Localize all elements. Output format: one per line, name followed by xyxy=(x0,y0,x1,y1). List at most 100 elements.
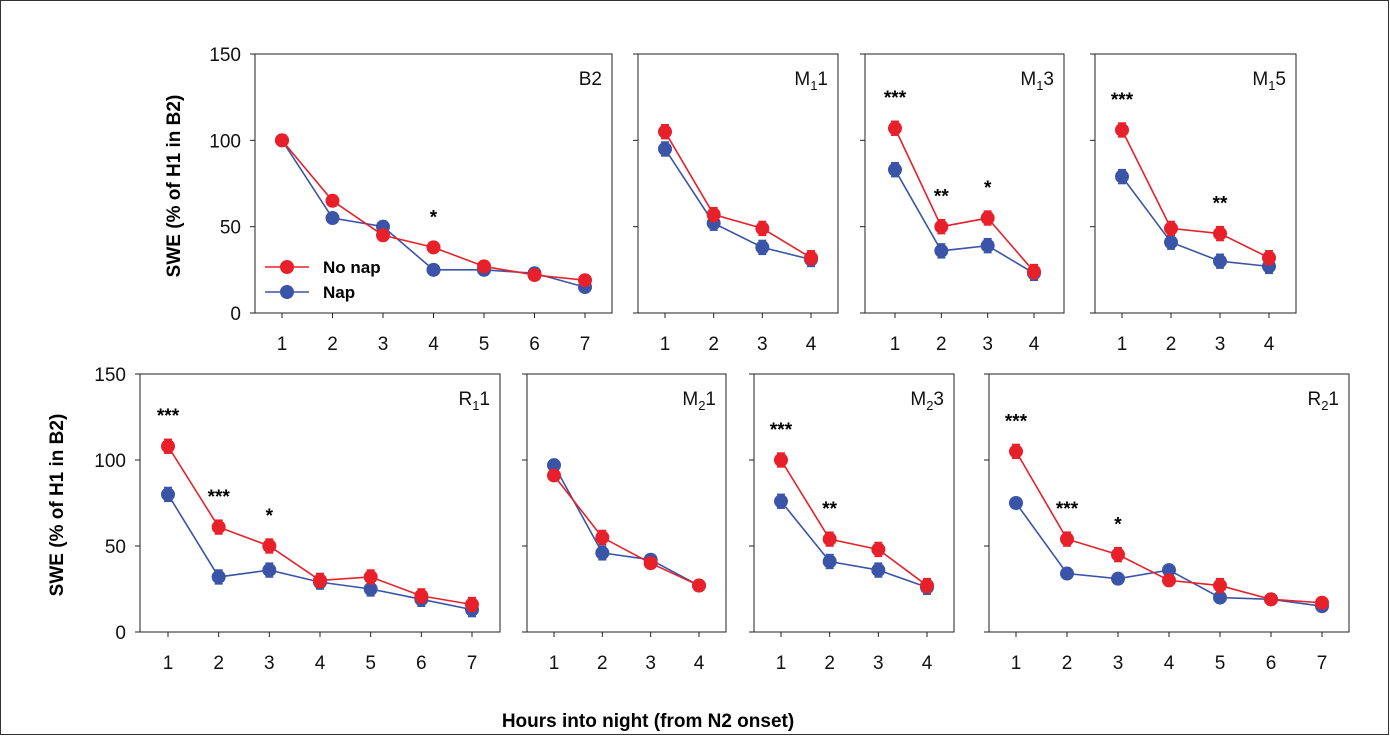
panel-label: M23 xyxy=(910,389,944,413)
data-point-no-nap xyxy=(1164,221,1178,236)
data-point-nap xyxy=(547,458,561,473)
data-point-nap xyxy=(262,563,277,578)
data-point-no-nap xyxy=(1262,250,1276,265)
data-point-nap xyxy=(1213,254,1227,269)
data-point-nap xyxy=(1162,563,1176,578)
panel-frame xyxy=(1094,53,1297,314)
x-tick-label: 7 xyxy=(580,334,591,355)
panel-frame xyxy=(864,53,1065,314)
x-tick-label: 3 xyxy=(757,334,768,355)
data-point-no-nap xyxy=(595,530,610,545)
chart-panel-1: 0 50 100 150 1 2 3 4 5 6 7 B2 * No nap Nap xyxy=(209,45,613,355)
data-point-nap xyxy=(595,545,610,560)
x-tick-label: 4 xyxy=(922,653,933,674)
x-tick-label: 7 xyxy=(1317,653,1328,674)
data-point-nap xyxy=(363,582,378,596)
significance-marker: *** xyxy=(157,406,180,427)
significance-marker: *** xyxy=(1005,411,1028,432)
data-point-nap xyxy=(888,162,902,177)
x-tick-label: 2 xyxy=(708,334,719,355)
data-point-no-nap xyxy=(426,240,441,255)
y-tick-label: 50 xyxy=(105,537,126,558)
series-line-nap xyxy=(553,464,700,587)
significance-marker: ** xyxy=(1213,194,1228,215)
data-point-nap xyxy=(1009,496,1023,510)
data-point-nap xyxy=(822,554,837,569)
x-tick-label: 1 xyxy=(277,334,288,355)
series-line-nap xyxy=(780,500,928,589)
y-tick-label: 100 xyxy=(94,451,126,472)
x-axis-label: Hours into night (from N2 onset) xyxy=(502,711,794,732)
legend-marker xyxy=(280,260,294,274)
panel-label: R21 xyxy=(1307,389,1339,413)
significance-marker: *** xyxy=(884,88,907,109)
chart-panel-6: 1 2 3 4 M21 xyxy=(522,373,727,674)
series-line-no-nap xyxy=(780,459,928,587)
data-point-no-nap xyxy=(161,439,175,454)
data-point-no-nap xyxy=(1264,592,1278,607)
significance-marker: ** xyxy=(934,187,949,208)
x-tick-label: 2 xyxy=(327,334,338,355)
data-point-nap xyxy=(161,487,175,502)
x-tick-label: 6 xyxy=(416,653,427,674)
data-point-no-nap xyxy=(313,573,327,588)
x-tick-label: 5 xyxy=(365,653,376,674)
significance-marker: * xyxy=(430,207,438,228)
panel-frame xyxy=(988,373,1350,633)
panel-frame xyxy=(753,373,955,633)
significance-marker: *** xyxy=(1111,90,1134,111)
x-tick-label: 2 xyxy=(597,653,608,674)
significance-marker: * xyxy=(1114,515,1122,536)
x-tick-label: 7 xyxy=(467,653,478,674)
panel-label: M13 xyxy=(1020,69,1054,93)
series-line-no-nap xyxy=(1121,129,1270,259)
y-tick-label: 50 xyxy=(220,218,241,239)
panel-label: B2 xyxy=(579,69,602,90)
panel-label: M15 xyxy=(1252,69,1286,93)
data-point-no-nap xyxy=(211,520,226,535)
series-line-no-nap xyxy=(664,131,812,259)
data-point-nap xyxy=(980,238,995,253)
data-point-no-nap xyxy=(465,597,479,612)
legend-label: No nap xyxy=(323,258,381,277)
data-point-nap xyxy=(871,563,886,578)
series-line-no-nap xyxy=(553,474,700,587)
data-point-nap xyxy=(1111,571,1125,586)
data-point-no-nap xyxy=(804,250,818,265)
x-tick-label: 5 xyxy=(479,334,490,355)
data-point-no-nap xyxy=(547,468,561,483)
x-tick-label: 4 xyxy=(1164,653,1175,674)
data-point-no-nap xyxy=(1213,578,1227,593)
panel-label: R11 xyxy=(458,389,490,413)
data-point-no-nap xyxy=(1162,573,1176,588)
data-point-no-nap xyxy=(1115,122,1129,137)
data-point-no-nap xyxy=(527,268,542,283)
x-tick-label: 3 xyxy=(982,334,993,355)
data-point-no-nap xyxy=(692,578,706,593)
data-point-nap xyxy=(1060,566,1074,581)
panel-frame xyxy=(637,53,839,314)
x-tick-label: 3 xyxy=(1113,653,1124,674)
series-line-nap xyxy=(664,148,812,261)
legend-label: Nap xyxy=(323,283,355,302)
x-tick-label: 4 xyxy=(428,334,439,355)
x-tick-label: 2 xyxy=(1062,653,1073,674)
data-point-nap xyxy=(755,240,770,255)
data-point-no-nap xyxy=(643,556,658,571)
x-tick-label: 4 xyxy=(315,653,326,674)
data-point-no-nap xyxy=(658,124,672,139)
data-point-nap xyxy=(325,211,340,226)
data-point-no-nap xyxy=(1315,595,1329,610)
panel-label: M11 xyxy=(794,69,828,93)
significance-marker: ** xyxy=(822,499,837,520)
data-point-no-nap xyxy=(980,211,995,226)
data-point-nap xyxy=(774,494,788,509)
x-tick-label: 2 xyxy=(936,334,947,355)
data-point-no-nap xyxy=(888,121,902,136)
data-point-no-nap xyxy=(275,133,289,148)
significance-marker: * xyxy=(266,506,274,527)
